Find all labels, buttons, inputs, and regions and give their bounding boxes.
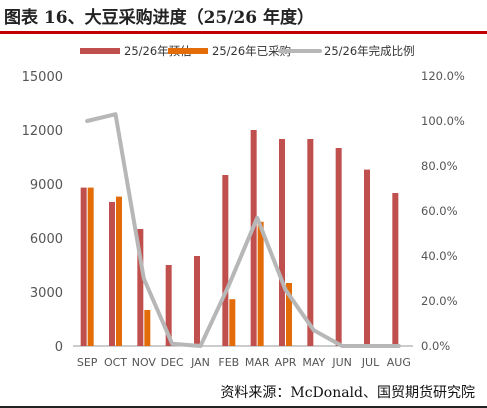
y-left-tick-label: 9000 <box>30 178 63 193</box>
y-right-tick-label: 80.0% <box>421 159 458 173</box>
bar-sep <box>80 187 87 346</box>
y-right-tick-label: 40.0% <box>421 249 458 263</box>
y-left-tick-label: 12000 <box>22 124 63 139</box>
bar-nov <box>144 310 151 346</box>
bar-mar <box>257 221 264 346</box>
completion-ratio-line <box>85 112 401 348</box>
bar-jul <box>364 169 370 346</box>
y-right-tick-label: 0.0% <box>421 339 450 353</box>
x-tick-label: SEP <box>77 356 98 369</box>
x-tick-label: FEB <box>218 356 239 369</box>
y-left-tick-label: 15000 <box>22 70 63 85</box>
x-tick-label: DEC <box>161 356 184 369</box>
legend-swatch <box>168 48 208 54</box>
y-left-tick-label: 6000 <box>30 232 63 247</box>
x-tick-label: APR <box>275 356 297 369</box>
bar-apr <box>279 139 285 346</box>
bar-jun <box>335 148 342 346</box>
y-right-tick-label: 120.0% <box>421 69 465 83</box>
legend-swatch <box>80 48 120 54</box>
x-tick-label: JUN <box>331 356 352 369</box>
bar-dec <box>165 265 172 346</box>
source-note: 资料来源：McDonald、国贸期货研究院 <box>220 385 475 401</box>
legend-label: 25/26年已采购 <box>212 44 291 58</box>
bar-aug <box>392 193 399 346</box>
y-right-tick-label: 60.0% <box>421 204 458 218</box>
x-tick-label: JAN <box>190 356 210 369</box>
bar-sep <box>87 187 94 346</box>
x-tick-label: JUL <box>361 356 380 369</box>
title-divider <box>0 31 487 34</box>
bar-jan <box>194 256 200 346</box>
bar-apr <box>286 283 292 346</box>
x-tick-label: MAR <box>245 356 270 369</box>
x-tick-label: AUG <box>387 356 411 369</box>
bars <box>80 130 399 346</box>
bar-may <box>307 139 314 346</box>
y-right-tick-label: 20.0% <box>421 294 458 308</box>
x-tick-label: MAY <box>302 356 325 369</box>
legend: 25/26年预估 25/26年已采购 25/26年完成比例 <box>80 44 415 58</box>
bar-feb <box>229 299 236 346</box>
legend-label: 25/26年完成比例 <box>324 44 415 58</box>
bar-mar <box>250 130 257 346</box>
bottom-divider <box>0 406 487 408</box>
y-left-tick-label: 3000 <box>30 286 63 301</box>
x-tick-label: OCT <box>104 356 127 369</box>
bar-oct <box>109 202 115 346</box>
x-tick-label: NOV <box>132 356 157 369</box>
chart-title: 图表 16、大豆采购进度（25/26 年度） <box>4 8 315 28</box>
bar-feb <box>222 175 229 346</box>
y-left-tick-label: 0 <box>55 340 63 355</box>
bar-oct <box>116 196 122 346</box>
lines <box>85 112 401 348</box>
axes: 0 3000 6000 9000 12000 15000 0.0% 20.0% 40.0% 60.… <box>22 69 465 369</box>
y-right-tick-label: 100.0% <box>421 114 465 128</box>
legend-label: 25/26年预估 <box>124 44 192 58</box>
bar-nov <box>137 229 144 346</box>
